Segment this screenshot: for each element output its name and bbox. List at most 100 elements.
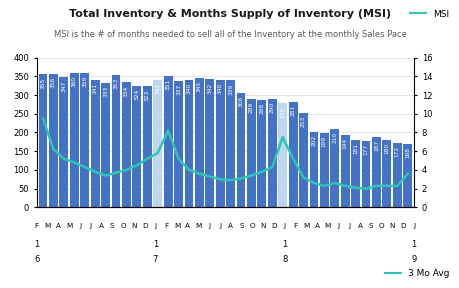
Text: Total Inventory & Months Supply of Inventory (MSI): Total Inventory & Months Supply of Inven… <box>69 9 390 19</box>
Text: O: O <box>120 223 126 229</box>
Bar <box>205 79 214 207</box>
Text: N: N <box>260 223 265 229</box>
Legend: MSI: MSI <box>405 6 452 22</box>
Text: M: M <box>66 223 72 229</box>
Bar <box>319 133 328 207</box>
Text: 340: 340 <box>186 83 191 94</box>
Bar <box>163 76 172 207</box>
Text: 281: 281 <box>290 105 295 116</box>
Text: 324: 324 <box>134 89 139 100</box>
Bar <box>236 93 245 207</box>
Text: 172: 172 <box>394 146 399 157</box>
Text: M: M <box>195 223 201 229</box>
Text: O: O <box>249 223 255 229</box>
Text: 177: 177 <box>363 144 368 155</box>
Text: J: J <box>337 223 339 229</box>
Bar <box>101 83 110 207</box>
Text: 202: 202 <box>311 135 316 146</box>
Text: A: A <box>314 223 319 229</box>
Bar <box>195 78 203 207</box>
Text: 337: 337 <box>176 84 181 95</box>
Text: 345: 345 <box>196 81 202 92</box>
Bar <box>90 80 99 207</box>
Text: 187: 187 <box>373 140 378 151</box>
Text: J: J <box>283 223 285 229</box>
Text: 353: 353 <box>113 78 118 90</box>
Text: M: M <box>45 223 50 229</box>
Text: 334: 334 <box>123 85 129 96</box>
Text: A: A <box>228 223 233 229</box>
Text: J: J <box>412 223 414 229</box>
Bar <box>59 77 68 207</box>
Text: 9: 9 <box>410 255 416 264</box>
Text: M: M <box>302 223 309 229</box>
Text: 1: 1 <box>410 240 416 249</box>
Bar <box>298 113 308 207</box>
Bar <box>403 145 411 207</box>
Bar <box>351 140 359 207</box>
Text: J: J <box>218 223 221 229</box>
Text: 199: 199 <box>321 136 326 147</box>
Text: S: S <box>239 223 243 229</box>
Text: M: M <box>324 223 330 229</box>
Bar <box>278 103 286 207</box>
Text: 1: 1 <box>34 240 39 249</box>
Text: 289: 289 <box>248 102 253 113</box>
Text: F: F <box>293 223 297 229</box>
Text: J: J <box>90 223 91 229</box>
Text: 1: 1 <box>281 240 287 249</box>
Text: A: A <box>56 223 61 229</box>
Text: 347: 347 <box>61 80 66 92</box>
Text: A: A <box>185 223 190 229</box>
Text: J: J <box>347 223 350 229</box>
Bar <box>70 73 78 207</box>
Bar <box>153 80 162 207</box>
Bar <box>132 86 141 207</box>
Text: N: N <box>131 223 136 229</box>
Text: A: A <box>357 223 362 229</box>
Bar <box>112 75 120 207</box>
Text: 323: 323 <box>145 90 150 101</box>
Text: 253: 253 <box>300 116 305 127</box>
Text: J: J <box>154 223 156 229</box>
Text: S: S <box>368 223 372 229</box>
Text: MSI is the # of months needed to sell all of the Inventory at the monthly Sales : MSI is the # of months needed to sell al… <box>53 30 406 39</box>
Bar <box>246 99 255 207</box>
Text: D: D <box>141 223 147 229</box>
Text: 356: 356 <box>51 77 56 88</box>
Text: 355: 355 <box>40 77 45 89</box>
Text: D: D <box>270 223 276 229</box>
Bar <box>330 129 338 207</box>
Bar <box>49 74 58 207</box>
Text: 180: 180 <box>384 143 389 154</box>
Bar <box>392 143 401 207</box>
Text: 1: 1 <box>152 240 157 249</box>
Text: S: S <box>110 223 114 229</box>
Text: J: J <box>78 223 81 229</box>
Text: 342: 342 <box>207 82 212 94</box>
Bar <box>226 80 235 207</box>
Text: 278: 278 <box>280 106 285 118</box>
Bar <box>142 86 151 207</box>
Text: 341: 341 <box>92 83 97 94</box>
Text: 194: 194 <box>342 138 347 149</box>
Text: F: F <box>164 223 168 229</box>
Text: O: O <box>378 223 384 229</box>
Text: N: N <box>389 223 394 229</box>
Text: 341: 341 <box>155 83 160 94</box>
Bar <box>184 80 193 207</box>
Bar <box>371 137 380 207</box>
Text: J: J <box>208 223 210 229</box>
Bar <box>288 102 297 207</box>
Bar <box>122 82 130 207</box>
Text: 290: 290 <box>269 102 274 113</box>
Text: 7: 7 <box>152 255 158 264</box>
Text: 168: 168 <box>404 147 409 158</box>
Text: A: A <box>99 223 104 229</box>
Text: 181: 181 <box>353 143 358 154</box>
Bar <box>215 80 224 207</box>
Bar <box>39 75 47 207</box>
Bar <box>267 99 276 207</box>
Text: 210: 210 <box>331 132 336 143</box>
Text: 306: 306 <box>238 96 243 107</box>
